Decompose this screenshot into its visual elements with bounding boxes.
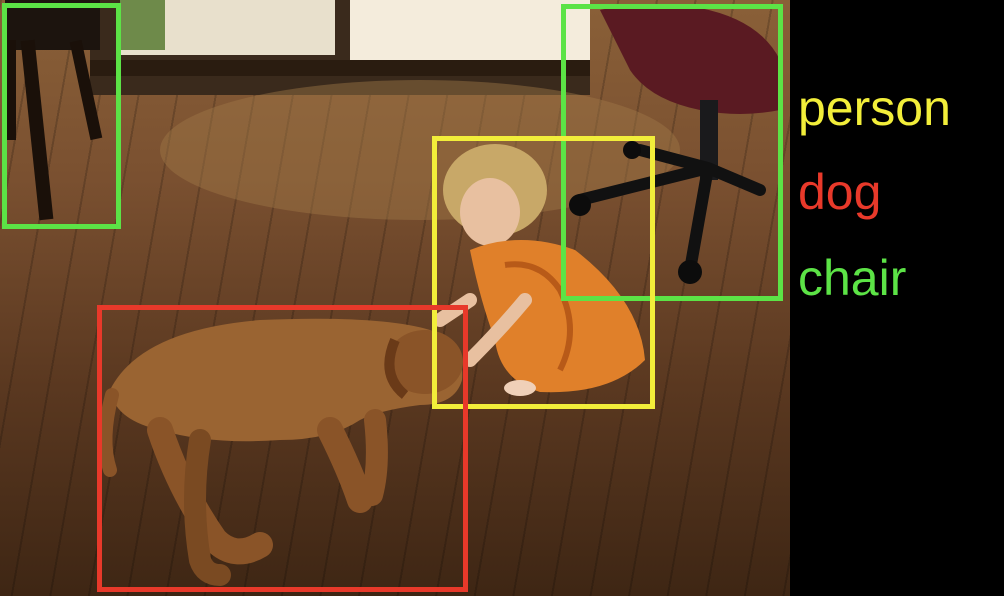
- girl: [433, 144, 645, 396]
- door-threshold: [90, 60, 590, 76]
- dog: [98, 318, 463, 586]
- office-chair: [569, 4, 780, 284]
- chair-bounding-box: [2, 3, 121, 229]
- legend-panel: person dog chair: [790, 0, 1004, 596]
- outdoor-plants: [120, 0, 165, 50]
- legend-chair-label: chair: [798, 250, 907, 306]
- bright-doorway: [350, 0, 590, 70]
- dog-bounding-box: [97, 305, 468, 592]
- scene-illustration: [5, 0, 780, 586]
- person-bounding-box: [432, 136, 655, 409]
- legend-person-label: person: [798, 80, 951, 136]
- floor-light: [160, 80, 680, 220]
- chair-bounding-box: [561, 4, 783, 301]
- legend-dog-label: dog: [798, 164, 882, 220]
- wooden-chair: [5, 0, 103, 221]
